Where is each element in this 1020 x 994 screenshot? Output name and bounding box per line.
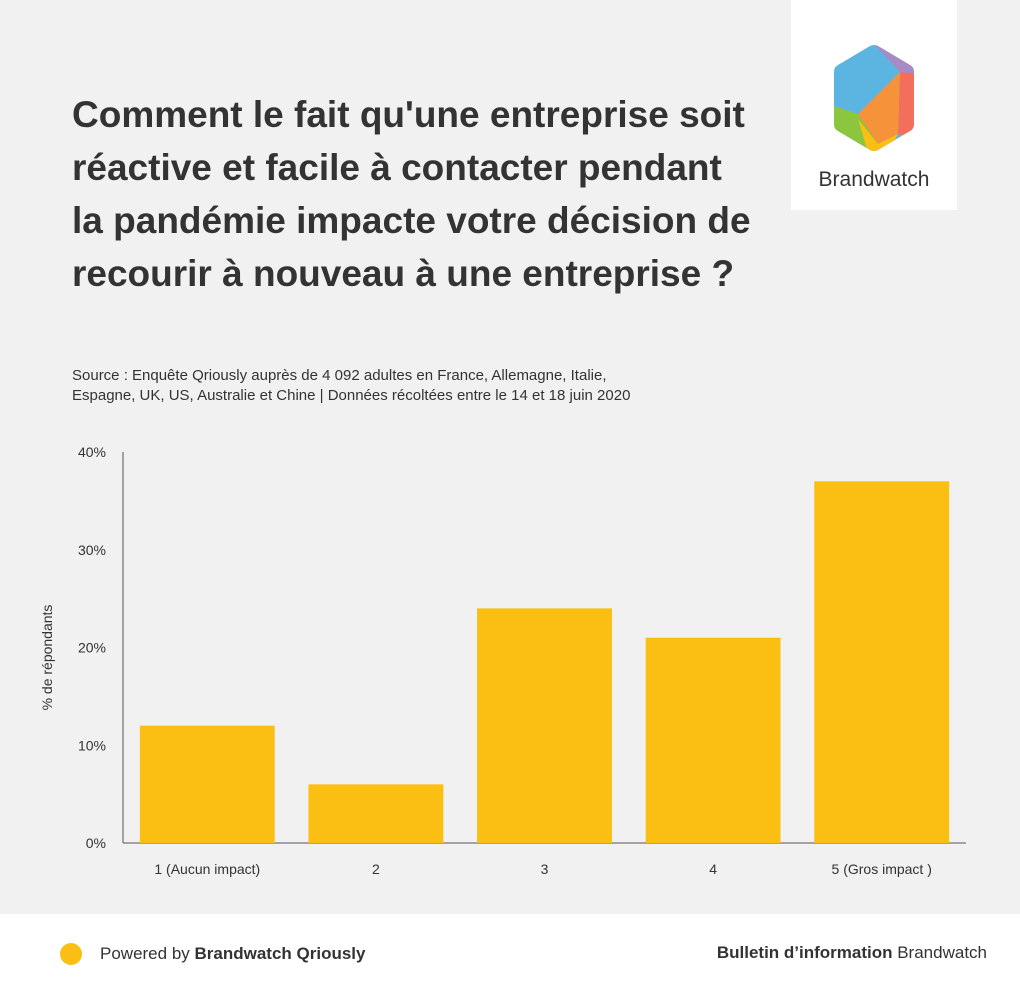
y-axis-label: % de répondants <box>39 605 55 711</box>
newsletter-credit: Bulletin d’information Brandwatch <box>716 943 987 962</box>
bar <box>814 481 950 843</box>
yellow-dot-icon <box>60 943 82 965</box>
bar <box>645 637 781 843</box>
x-tick-label: 3 <box>541 861 549 877</box>
brandwatch-hexagon-icon <box>834 45 914 151</box>
bar <box>139 725 275 843</box>
y-tick-label: 20% <box>78 640 106 656</box>
y-tick-label: 10% <box>78 737 106 753</box>
x-tick-label: 4 <box>709 861 717 877</box>
brandwatch-logo: Brandwatch <box>791 0 957 210</box>
y-tick-label: 40% <box>78 444 106 460</box>
x-tick-label: 5 (Gros impact ) <box>832 861 932 877</box>
y-tick-label: 0% <box>86 835 106 851</box>
bar <box>477 608 612 843</box>
logo-text: Brandwatch <box>818 168 930 191</box>
x-tick-label: 1 (Aucun impact) <box>154 861 260 877</box>
bar-chart: 0% 10% 20% 30% 40% 1 (Aucun impact) 2 3 4 5 (Gro… <box>39 444 966 877</box>
bar <box>308 784 444 843</box>
chart-title: Comment le fait qu'une entreprise soit r… <box>72 94 751 294</box>
x-tick-label: 2 <box>372 861 380 877</box>
footer: Powered by Brandwatch Qriously Bulletin … <box>0 914 1020 994</box>
newsletter-label: Bulletin d’information <box>716 943 893 962</box>
powered-by: Powered by Brandwatch Qriously <box>100 944 366 963</box>
chart-source: Source : Enquête Qriously auprès de 4 09… <box>72 366 772 406</box>
source-line-2: Espagne, UK, US, Australie et Chine | Do… <box>72 387 631 404</box>
powered-by-brand: Brandwatch Qriously <box>194 944 366 963</box>
y-tick-label: 30% <box>78 542 106 558</box>
source-line-1: Source : Enquête Qriously auprès de 4 09… <box>72 367 607 384</box>
